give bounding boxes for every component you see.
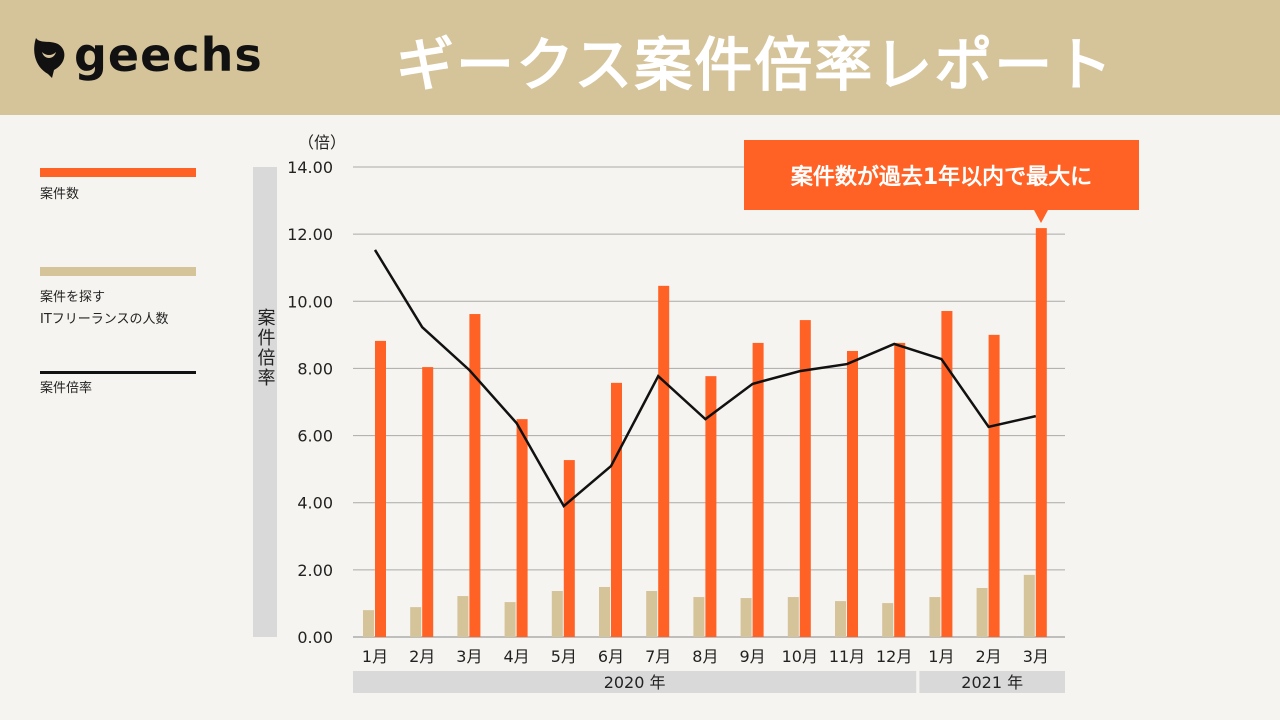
year-band xyxy=(919,671,1065,693)
orders-bar xyxy=(705,376,717,637)
freelancer-bar xyxy=(693,597,705,637)
freelancer-bar xyxy=(363,610,374,637)
legend-label-ratio: 案件倍率 xyxy=(40,381,93,396)
x-tick-label: 3月 xyxy=(456,647,482,666)
orders-bar xyxy=(375,340,386,637)
legend-swatch-orders xyxy=(40,168,196,177)
x-tick-label: 1月 xyxy=(928,647,954,666)
y-tick-label: 0.00 xyxy=(297,628,333,647)
header: geechs ギークス案件倍率レポート xyxy=(0,0,1280,115)
freelancer-bar xyxy=(882,603,894,637)
legend-swatch-ratio xyxy=(40,371,196,374)
logo: geechs xyxy=(30,28,263,82)
freelancer-bar xyxy=(929,597,941,637)
x-tick-label: 11月 xyxy=(829,647,865,666)
freelancer-bar xyxy=(787,597,799,637)
freelancer-bar xyxy=(410,607,422,637)
legend-swatch-freelancers xyxy=(40,267,196,276)
freelancer-bar xyxy=(646,591,658,637)
year-label: 2021 年 xyxy=(961,673,1023,692)
orders-bar xyxy=(516,419,528,637)
y-axis-label: 案件倍率 xyxy=(255,308,276,388)
orders-bar xyxy=(422,367,434,637)
callout-pointer xyxy=(1034,210,1048,223)
freelancer-bar xyxy=(551,591,563,637)
y-tick-label: 8.00 xyxy=(297,359,333,378)
y-tick-label: 14.00 xyxy=(287,158,333,177)
x-tick-label: 3月 xyxy=(1023,647,1049,666)
x-tick-label: 5月 xyxy=(551,647,577,666)
y-tick-label: 12.00 xyxy=(287,225,333,244)
y-tick-label: 6.00 xyxy=(297,427,333,446)
x-tick-label: 4月 xyxy=(504,647,530,666)
freelancer-bar xyxy=(740,598,752,637)
orders-bar xyxy=(799,320,811,637)
y-tick-label: 10.00 xyxy=(287,292,333,311)
flame-logo-icon xyxy=(34,38,65,78)
x-tick-label: 6月 xyxy=(598,647,624,666)
orders-bar xyxy=(658,285,670,637)
page-title: ギークス案件倍率レポート xyxy=(396,31,1115,99)
y-axis-unit: （倍） xyxy=(298,133,346,152)
legend-label-freelancers: 案件を探す ITフリーランスの人数 xyxy=(40,290,169,327)
freelancer-bar xyxy=(599,586,610,637)
orders-bar xyxy=(894,342,906,637)
x-tick-label: 2月 xyxy=(976,647,1002,666)
y-tick-label: 4.00 xyxy=(297,494,333,513)
freelancer-bar xyxy=(504,602,516,637)
x-tick-label: 8月 xyxy=(692,647,718,666)
freelancer-bar xyxy=(976,587,988,637)
x-tick-label: 10月 xyxy=(782,647,818,666)
x-tick-label: 1月 xyxy=(362,647,388,666)
y-tick-label: 2.00 xyxy=(297,561,333,580)
logo-text: geechs xyxy=(74,28,263,82)
freelancer-bar xyxy=(835,601,846,637)
callout: 案件数が過去1年以内で最大に xyxy=(744,140,1139,210)
orders-bar xyxy=(563,460,575,637)
x-tick-label: 7月 xyxy=(645,647,671,666)
orders-bar xyxy=(941,311,953,637)
x-tick-label: 12月 xyxy=(876,647,912,666)
orders-bar xyxy=(752,342,764,637)
x-tick-label: 2月 xyxy=(409,647,435,666)
orders-bar xyxy=(988,334,1000,637)
orders-bar xyxy=(1035,228,1047,637)
orders-bar xyxy=(611,382,622,637)
freelancer-bar xyxy=(457,596,469,637)
x-tick-label: 9月 xyxy=(740,647,766,666)
y-axis-band xyxy=(253,167,277,637)
year-label: 2020 年 xyxy=(604,673,666,692)
legend-label-orders: 案件数 xyxy=(40,187,80,202)
orders-bar xyxy=(847,350,858,637)
year-band xyxy=(353,671,917,693)
orders-bar xyxy=(469,314,481,637)
freelancer-bar xyxy=(1023,574,1035,637)
